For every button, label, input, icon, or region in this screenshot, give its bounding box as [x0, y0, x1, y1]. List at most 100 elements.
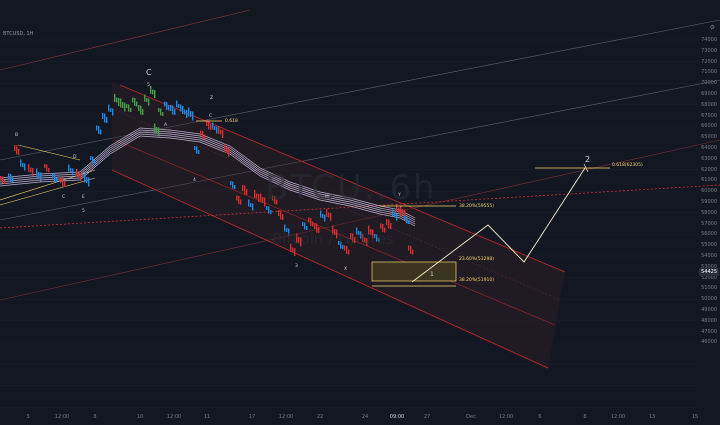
projection-path[interactable]	[411, 167, 586, 283]
candle	[126, 104, 128, 108]
symbol-title[interactable]: BTCUSD, 1H	[3, 31, 34, 37]
time-tick: Dec	[466, 414, 476, 420]
candle	[0, 176, 2, 180]
candle	[158, 127, 160, 137]
candle	[102, 113, 104, 119]
candle	[152, 89, 154, 95]
candle	[284, 224, 286, 232]
candle	[212, 122, 214, 130]
wave-label-D: D	[73, 154, 77, 160]
candle	[132, 97, 134, 103]
time-tick: 3	[26, 414, 30, 420]
candle	[142, 109, 144, 115]
candle	[354, 237, 356, 243]
price-tick: 54000	[701, 253, 717, 259]
candle	[222, 130, 224, 138]
candle	[168, 105, 170, 111]
wave-label-5: 5	[147, 82, 150, 88]
candle	[322, 214, 324, 218]
candle	[120, 98, 122, 108]
price-tick: 53000	[701, 263, 717, 270]
candle	[118, 98, 120, 106]
wave-labels: C 2 1 B D C E W A C Y X Z 4 5 3 5	[15, 68, 590, 278]
candle	[88, 177, 90, 187]
candle	[246, 189, 248, 195]
candle	[234, 185, 236, 189]
candle	[344, 245, 346, 251]
price-tick: 65000	[701, 134, 717, 141]
candle	[220, 129, 222, 135]
candle	[122, 102, 124, 108]
candle	[70, 168, 72, 172]
price-tick: 51000	[701, 285, 717, 292]
watermark-ticker: BTCU..6h	[265, 168, 437, 208]
candle	[86, 177, 88, 183]
candle	[206, 120, 208, 126]
candle	[96, 125, 98, 131]
gear-icon[interactable]: ⚙	[709, 24, 715, 31]
candle	[200, 130, 202, 136]
candle	[254, 190, 256, 198]
candle	[242, 185, 244, 191]
candle	[32, 168, 34, 176]
candle	[140, 105, 142, 115]
candle	[108, 104, 110, 112]
candle	[94, 160, 96, 164]
time-tick: 6	[538, 414, 542, 420]
candle	[146, 98, 148, 102]
candle	[282, 214, 284, 220]
candle	[340, 241, 342, 249]
candle	[184, 109, 186, 115]
candle	[260, 193, 262, 203]
candle	[10, 174, 12, 182]
candle	[290, 244, 292, 252]
candle	[194, 146, 196, 150]
candle	[38, 172, 40, 178]
upper-pitchfork-lines	[0, 9, 720, 301]
wave-label-Z: Z	[210, 95, 213, 101]
candle	[40, 172, 42, 182]
candle	[154, 90, 156, 98]
price-tick: 73000	[701, 47, 717, 54]
candle	[56, 177, 58, 183]
candle	[392, 209, 394, 217]
candle	[44, 164, 46, 168]
wave-label-Y: Y	[397, 192, 401, 198]
candle	[348, 249, 350, 255]
candle	[8, 173, 10, 179]
candle	[332, 225, 334, 235]
ma-line	[0, 127, 416, 219]
candle	[106, 117, 108, 123]
price-tick: 48000	[701, 317, 717, 324]
wave-label-4: 4	[193, 177, 196, 183]
time-tick: 15	[691, 414, 699, 420]
price-tick: 62000	[701, 166, 717, 173]
candle	[404, 216, 406, 220]
candle	[264, 197, 266, 207]
price-tick: 69000	[701, 91, 717, 97]
time-tick: 09:00	[389, 414, 405, 420]
candle	[362, 234, 364, 242]
candle	[36, 168, 38, 178]
candle	[12, 177, 14, 183]
candle	[236, 195, 238, 201]
time-tick: 13	[648, 414, 656, 420]
candle	[342, 245, 344, 249]
candle	[308, 217, 310, 223]
candle	[46, 164, 48, 172]
candle	[382, 224, 384, 232]
candle	[230, 181, 232, 185]
candle	[14, 145, 16, 151]
candle	[376, 234, 378, 242]
candle	[176, 100, 178, 108]
time-tick: 12:00	[610, 414, 626, 420]
candle	[374, 234, 376, 238]
candle	[64, 181, 66, 187]
time-tick: 8	[93, 414, 97, 420]
candle	[114, 94, 116, 102]
candle	[190, 111, 192, 117]
price-tick: 46000	[701, 339, 717, 346]
candle	[294, 248, 296, 256]
price-axis[interactable]: 74000 73000 72000 71000 70000 69000 68000 67000…	[698, 28, 720, 408]
